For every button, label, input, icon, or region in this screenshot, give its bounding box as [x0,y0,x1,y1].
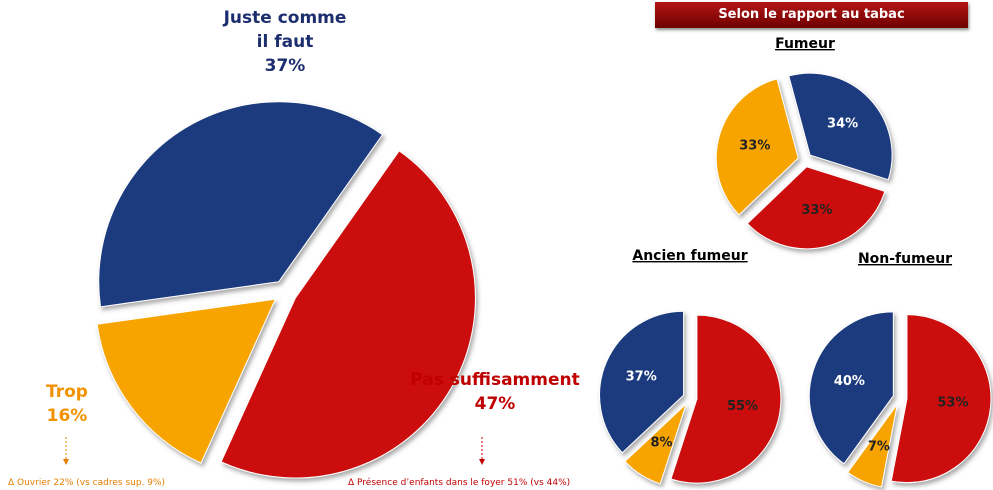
value-label: 47% [474,394,516,414]
pie-slice [624,403,687,485]
pie-slice [96,298,277,464]
pie-slice [808,311,894,465]
slice-value-label: 7% [868,439,890,454]
value-label: 37% [264,56,306,76]
slice-value-label: 55% [727,399,758,414]
pie-slice [98,101,384,308]
pie-title: Fumeur [775,36,835,52]
annotation: Δ Ouvrier 22% (vs cadres sup. 9%) [8,478,166,488]
pie-slice [847,404,898,488]
slice-value-label: 53% [937,396,968,411]
slice-value-label: 33% [801,203,832,218]
pie-title: Ancien fumeur [632,248,747,264]
value-label: 16% [46,406,88,426]
pie-title: Non-fumeur [858,251,952,267]
slice-value-label: 40% [834,374,865,389]
category-label: Trop [46,382,88,402]
slice-value-label: 8% [650,435,672,450]
slice-value-label: 34% [827,116,858,131]
pie-slice [220,150,476,479]
panel-header: Selon le rapport au tabac [655,2,968,28]
pie-slice [715,78,799,216]
pie-slice [890,314,992,484]
pie-slice [746,166,886,250]
arrow-head [479,459,485,465]
pie-slice [788,72,893,181]
pie-slice [599,310,685,454]
slice-value-label: 33% [739,138,770,153]
arrow-head [63,459,69,465]
category-label: Juste comme il faut [223,8,347,52]
pie-slice [670,314,782,484]
annotation: Δ Présence d’enfants dans le foyer 51% (… [348,478,571,488]
category-label: Pas suffisamment [410,370,580,390]
slice-value-label: 37% [626,369,657,384]
